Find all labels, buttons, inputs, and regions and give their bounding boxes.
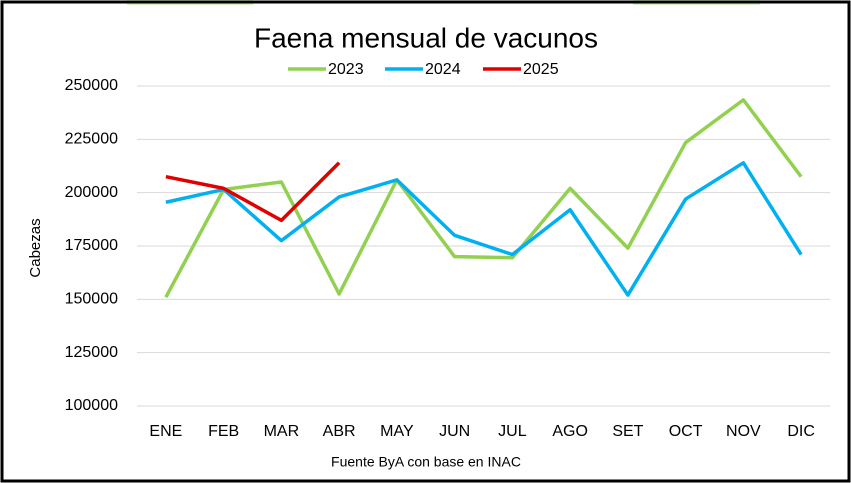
y-tick-label: 225000 (65, 131, 118, 148)
chart-title: Faena mensual de vacunos (254, 22, 598, 53)
y-axis-label: Cabezas (27, 218, 44, 277)
legend-label: 2024 (425, 61, 461, 78)
legend-label: 2023 (328, 61, 364, 78)
x-tick-label: MAY (380, 423, 414, 440)
x-tick-label: DIC (787, 423, 815, 440)
x-tick-label: SET (612, 423, 643, 440)
y-tick-label: 175000 (65, 237, 118, 254)
y-tick-label: 100000 (65, 397, 118, 414)
y-tick-label: 150000 (65, 291, 118, 308)
x-tick-label: ABR (323, 423, 356, 440)
x-tick-label: OCT (669, 423, 703, 440)
series-line (165, 161, 803, 297)
y-tick-label: 125000 (65, 344, 118, 361)
x-tick-label: JUL (498, 423, 527, 440)
series-line (165, 161, 341, 223)
x-tick-label: ENE (149, 423, 182, 440)
source: Fuente ByA con base en INAC (331, 454, 521, 470)
x-tick-label: FEB (208, 423, 239, 440)
x-tick-label: NOV (726, 423, 761, 440)
y-tick-label: 250000 (65, 77, 118, 94)
legend-label: 2025 (523, 61, 559, 78)
y-tick-label: 200000 (65, 184, 118, 201)
x-tick-label: JUN (439, 423, 470, 440)
series-line (164, 98, 803, 299)
x-tick-label: MAR (264, 423, 300, 440)
x-tick-label: AGO (552, 423, 588, 440)
